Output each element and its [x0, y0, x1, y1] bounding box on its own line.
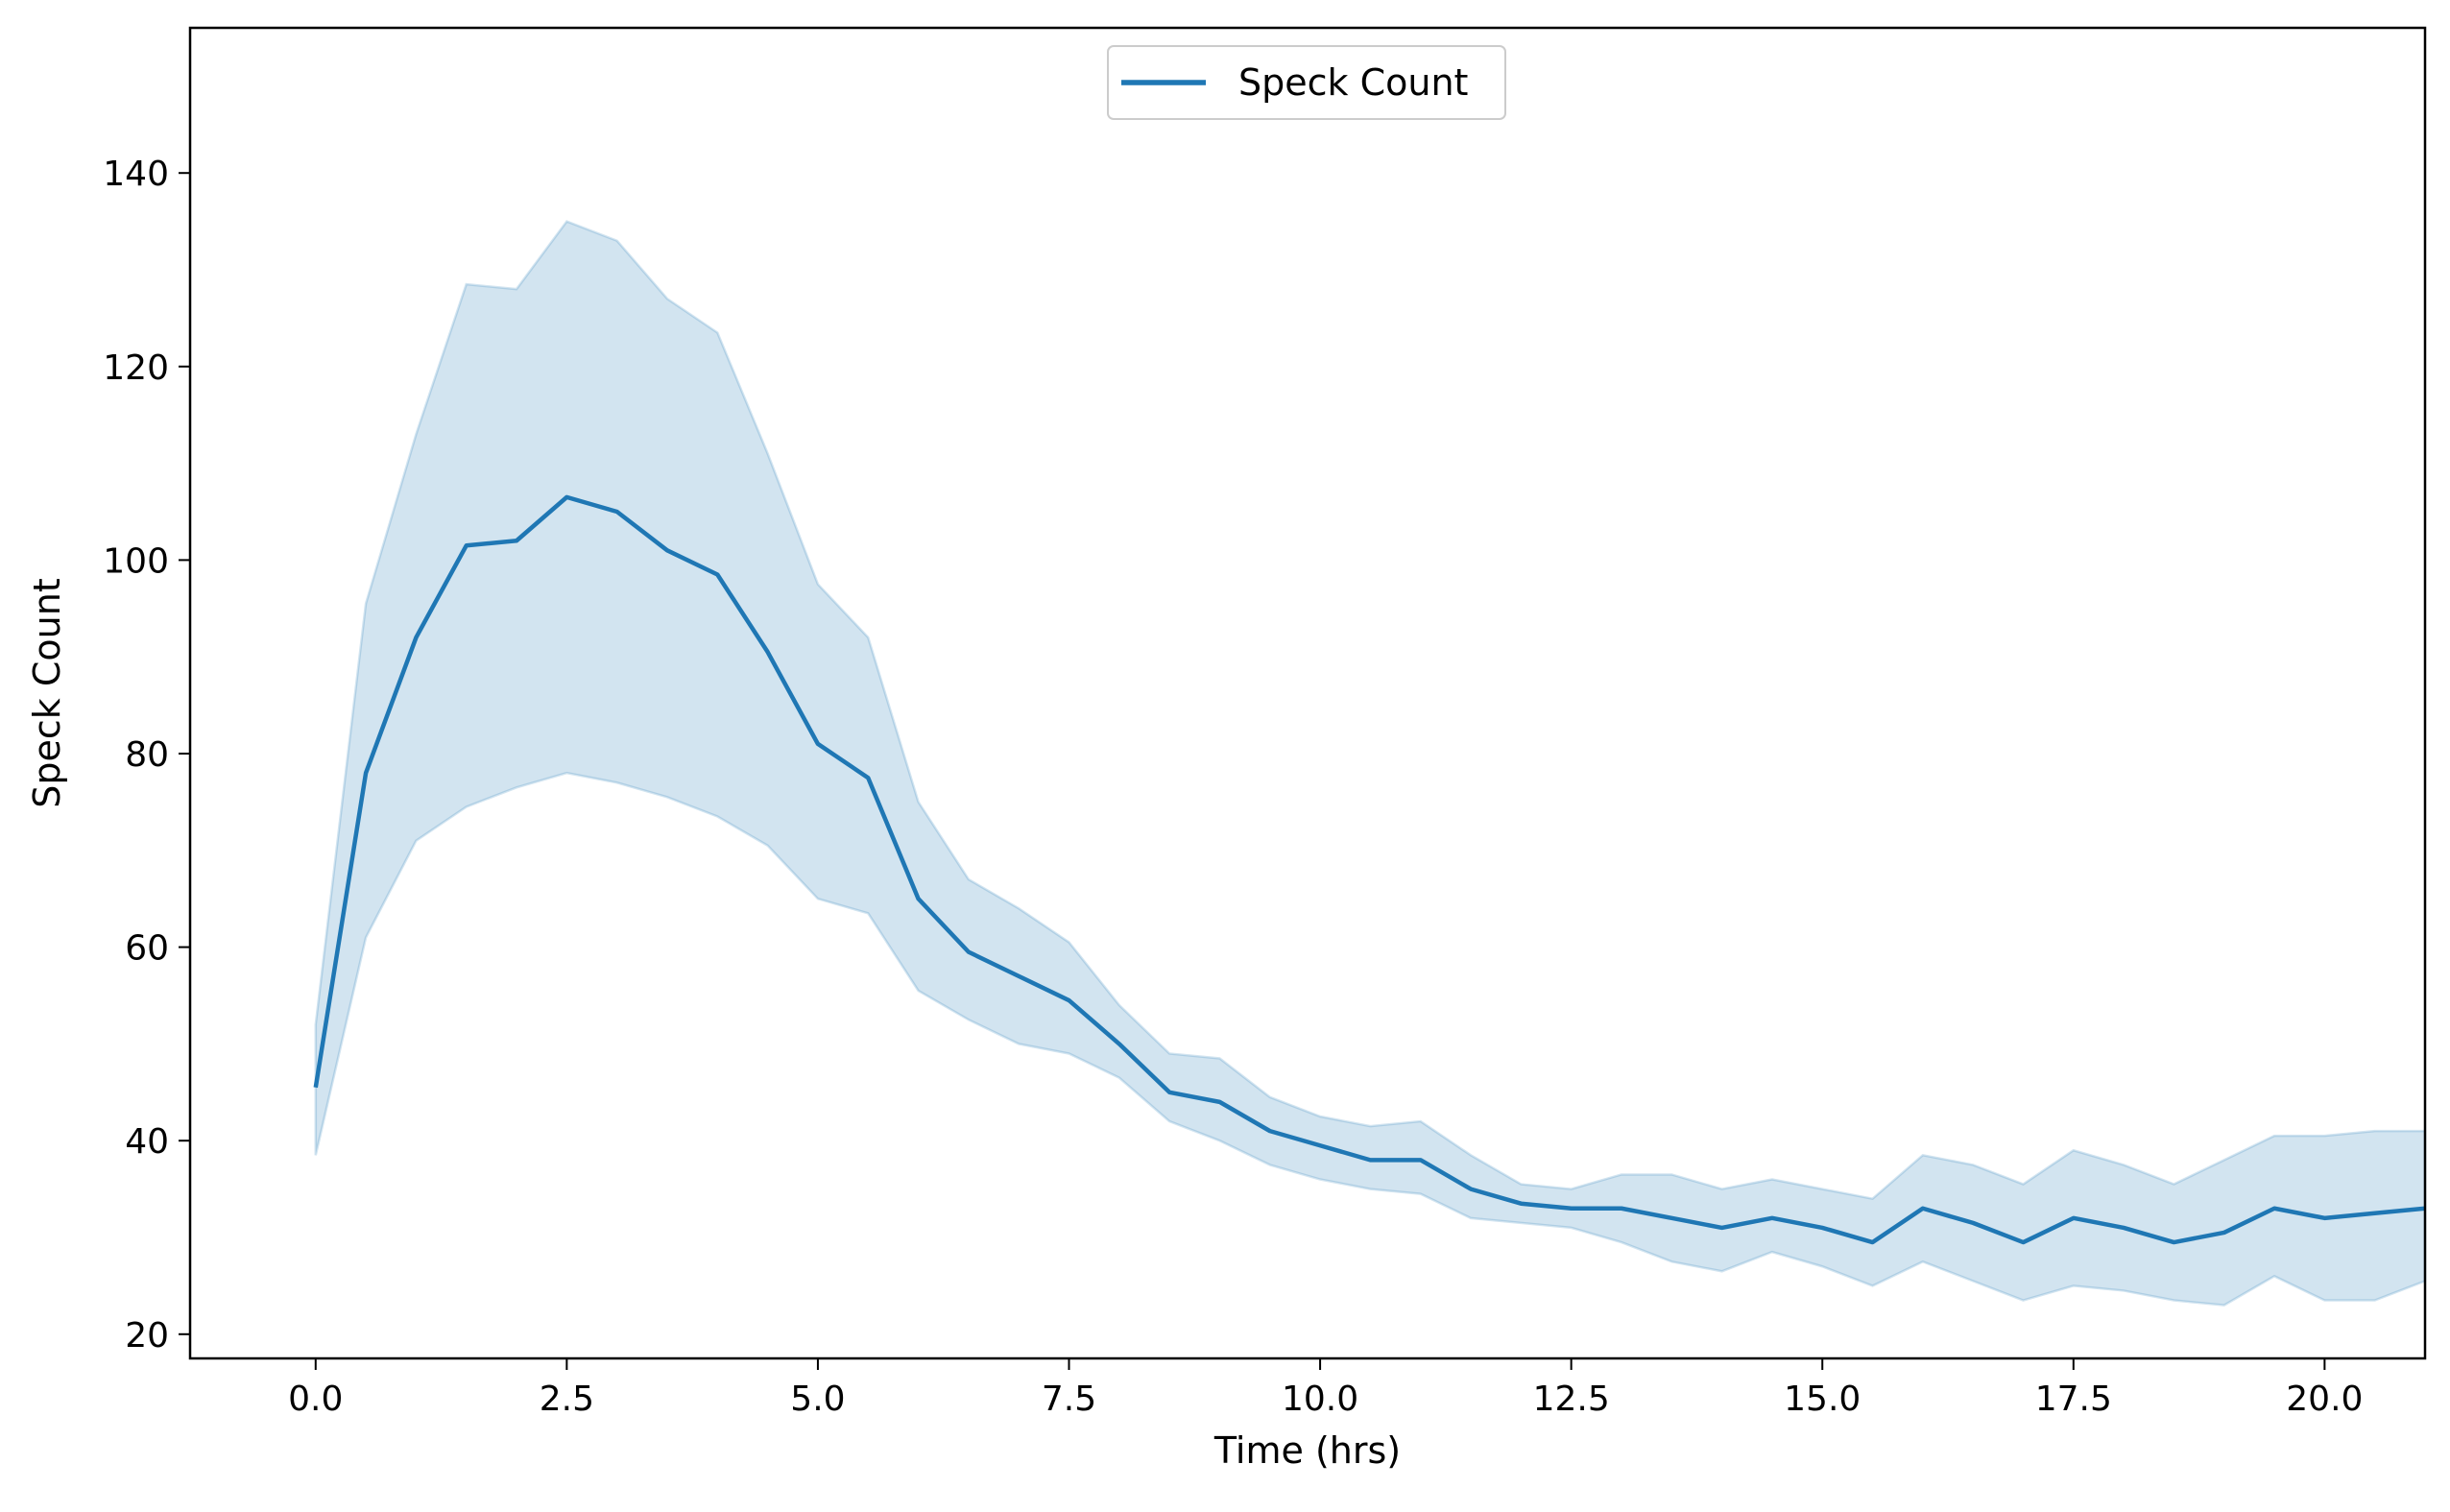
x-tick-label: 5.0: [790, 1380, 845, 1419]
y-tick-label: 140: [103, 155, 169, 194]
y-tick-label: 80: [125, 735, 169, 775]
x-axis-label: Time (hrs): [1213, 1429, 1401, 1472]
x-axis-ticks: 0.0 2.5 5.0 7.5 10.0 12.5 15.0 17.5 20.0: [288, 1358, 2363, 1419]
y-axis-ticks: 20 40 60 80 100 120 140: [103, 155, 190, 1356]
y-tick-label: 100: [103, 541, 169, 581]
x-tick-label: 17.5: [2035, 1380, 2112, 1419]
x-tick-label: 12.5: [1533, 1380, 1610, 1419]
y-tick-label: 40: [125, 1122, 169, 1162]
x-tick-label: 10.0: [1282, 1380, 1358, 1419]
y-tick-label: 20: [125, 1316, 169, 1356]
confidence-band-layer: [314, 220, 2427, 1307]
x-tick-label: 2.5: [540, 1380, 594, 1419]
y-tick-label: 60: [125, 929, 169, 969]
series-line-speck-count: [313, 494, 2426, 1245]
x-tick-label: 7.5: [1042, 1380, 1096, 1419]
x-tick-label: 15.0: [1784, 1380, 1861, 1419]
series-line-layer: [313, 494, 2426, 1245]
y-axis-label: Speck Count: [26, 578, 68, 807]
confidence-band: [314, 220, 2427, 1307]
legend-box: [1107, 45, 1506, 120]
plot-frame: [188, 26, 2427, 1360]
legend-entry-speck-count: Speck Count: [1238, 61, 1468, 104]
x-tick-label: 0.0: [288, 1380, 343, 1419]
y-tick-label: 120: [103, 348, 169, 388]
legend: Speck Count: [1107, 45, 1506, 120]
x-tick-label: 20.0: [2286, 1380, 2363, 1419]
